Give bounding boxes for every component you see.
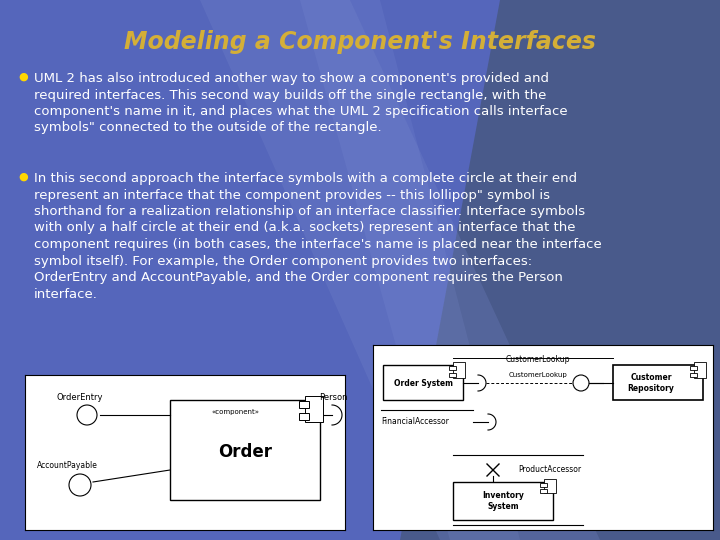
Bar	[299, 401, 309, 408]
Circle shape	[573, 375, 589, 391]
Text: OrderEntry: OrderEntry	[57, 394, 103, 402]
Bar	[449, 373, 456, 377]
Text: UML 2 has also introduced another way to show a component's provided and
require: UML 2 has also introduced another way to…	[34, 72, 567, 134]
Bar	[170, 400, 320, 500]
Bar	[613, 365, 703, 400]
Circle shape	[77, 405, 97, 425]
Circle shape	[69, 474, 91, 496]
Polygon shape	[300, 0, 520, 540]
Bar	[544, 479, 556, 493]
Bar	[690, 366, 697, 370]
Bar	[694, 362, 706, 378]
Text: Inventory
System: Inventory System	[482, 491, 524, 511]
Bar	[690, 373, 697, 377]
Bar	[540, 483, 547, 487]
Text: «component»: «component»	[211, 409, 259, 415]
Bar	[453, 482, 553, 520]
Bar	[540, 489, 547, 493]
Bar	[299, 413, 309, 420]
Text: ●: ●	[18, 72, 28, 82]
Text: AccountPayable: AccountPayable	[37, 461, 97, 469]
Text: Order: Order	[218, 443, 272, 461]
Text: Person: Person	[319, 394, 347, 402]
Text: CustomerLookup: CustomerLookup	[505, 355, 570, 364]
Text: Customer
Repository: Customer Repository	[628, 373, 675, 393]
Text: FinancialAccessor: FinancialAccessor	[381, 417, 449, 427]
Text: Modeling a Component's Interfaces: Modeling a Component's Interfaces	[124, 30, 596, 54]
Text: CustomerLookup: CustomerLookup	[508, 372, 567, 378]
Bar	[453, 362, 465, 378]
Bar	[449, 366, 456, 370]
Bar	[383, 365, 463, 400]
Text: ProductAccessor: ProductAccessor	[518, 465, 581, 475]
Bar	[305, 396, 323, 422]
Text: In this second approach the interface symbols with a complete circle at their en: In this second approach the interface sy…	[34, 172, 602, 300]
Polygon shape	[200, 0, 600, 540]
Text: ●: ●	[18, 172, 28, 182]
Polygon shape	[400, 0, 720, 540]
Text: Order System: Order System	[394, 379, 452, 388]
